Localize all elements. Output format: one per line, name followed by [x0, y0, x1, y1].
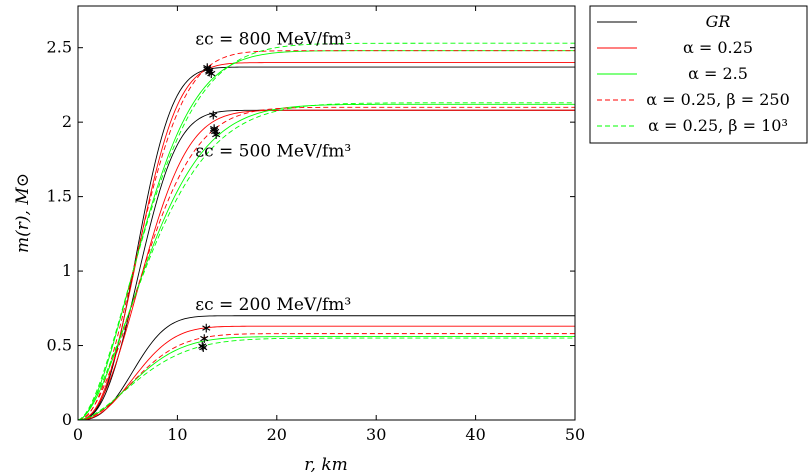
curve-a025-group-1 — [77, 109, 575, 421]
y-tick-label: 0.5 — [47, 336, 72, 355]
y-axis-label: m(r), M⊙ — [13, 173, 33, 253]
x-tick-label: 40 — [465, 425, 485, 444]
y-tick-label: 1 — [62, 261, 72, 280]
curve-a025b250-group-0 — [77, 50, 575, 421]
legend-label-a025b250: α = 0.25, β = 250 — [646, 90, 790, 109]
curve-a025b250-group-1 — [77, 106, 575, 421]
x-axis: 0 10 20 30 40 50 — [73, 6, 585, 444]
curves-layer — [77, 42, 575, 421]
star-marker-a025b1000-group-2: ∗ — [196, 339, 208, 355]
stars-layer: ∗∗∗∗∗∗∗∗∗∗∗∗∗∗ — [196, 60, 222, 356]
x-tick-label: 30 — [366, 425, 386, 444]
x-tick-label: 0 — [73, 425, 83, 444]
annotations-layer: εc = 800 MeV/fm³ εc = 500 MeV/fm³ εc = 200… — [195, 30, 351, 315]
star-marker-a025b250-group-0: ∗ — [201, 60, 213, 76]
curve-a025-group-2 — [77, 325, 575, 421]
curve-a025b250-group-2 — [77, 333, 575, 421]
curve-a25-group-2 — [77, 336, 575, 421]
curve-a25-group-1 — [77, 103, 575, 421]
star-marker-a025-group-2: ∗ — [200, 321, 212, 337]
curve-a025b1000-group-2 — [77, 337, 575, 421]
y-tick-label: 1.5 — [47, 187, 72, 206]
star-marker-gr-group-0: ∗ — [201, 62, 213, 78]
density-annotation: εc = 200 MeV/fm³ — [195, 295, 351, 315]
star-marker-a25-group-0: ∗ — [203, 65, 215, 81]
curve-gr-group-2 — [77, 315, 575, 421]
star-marker-a025b1000-group-1: ∗ — [210, 127, 222, 143]
y-tick-label: 2 — [62, 112, 72, 131]
y-axis: 0 0.5 1 1.5 2 2.5 — [47, 38, 575, 429]
x-tick-label: 20 — [267, 425, 287, 444]
curve-a025b1000-group-0 — [77, 42, 575, 421]
star-marker-a025-group-0: ∗ — [203, 63, 215, 79]
density-annotation: εc = 500 MeV/fm³ — [195, 141, 351, 161]
legend: GR α = 0.25 α = 2.5 α = 0.25, β = 250 α = 0.… — [589, 5, 808, 144]
legend-label-a025b1000: α = 0.25, β = 10³ — [648, 116, 788, 135]
curve-a025-group-0 — [77, 62, 575, 421]
legend-label-gr: GR — [706, 12, 731, 31]
density-annotation: εc = 800 MeV/fm³ — [195, 30, 351, 50]
curve-gr-group-0 — [77, 66, 575, 421]
legend-label-a25: α = 2.5 — [688, 64, 748, 83]
y-tick-label: 2.5 — [47, 38, 72, 57]
plot-frame — [77, 5, 576, 421]
x-tick-label: 50 — [565, 425, 585, 444]
star-marker-a25-group-1: ∗ — [209, 124, 221, 140]
legend-label-a025: α = 0.25 — [683, 38, 753, 57]
star-marker-gr-group-1: ∗ — [207, 108, 219, 124]
x-tick-label: 10 — [167, 425, 187, 444]
star-marker-a025b1000-group-0: ∗ — [205, 66, 217, 82]
star-marker-a25-group-2: ∗ — [197, 340, 209, 356]
y-tick-label: 0 — [62, 410, 72, 429]
star-marker-a025b250-group-1: ∗ — [208, 123, 220, 139]
x-axis-label: r, km — [304, 455, 348, 475]
star-marker-a025b250-group-2: ∗ — [198, 331, 210, 347]
star-marker-a025-group-1: ∗ — [208, 121, 220, 137]
